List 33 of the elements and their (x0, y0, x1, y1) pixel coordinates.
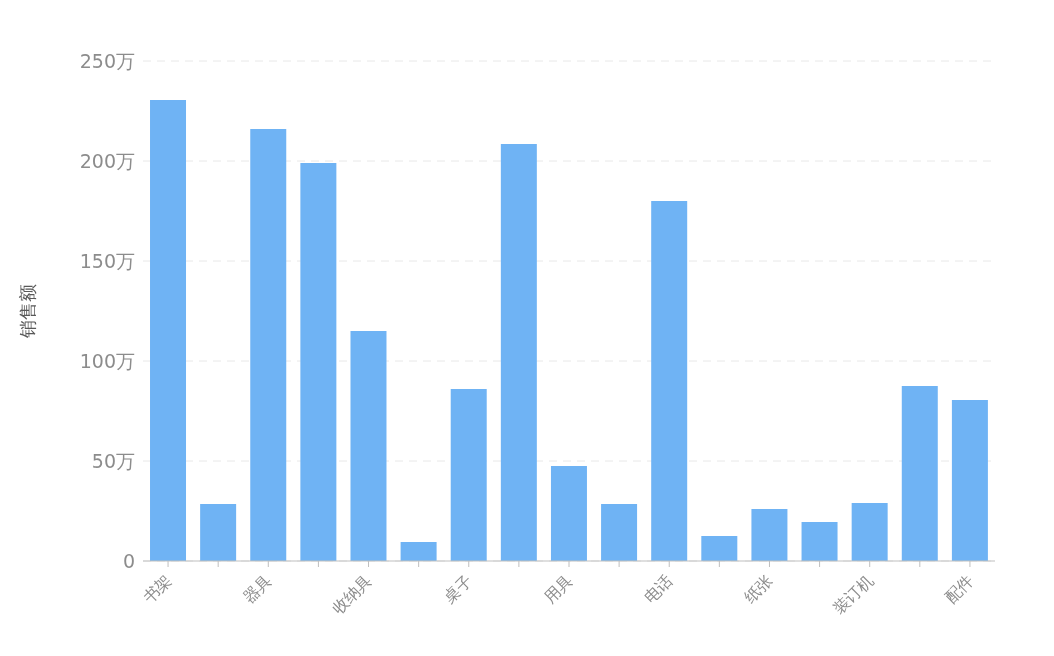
y-tick-label: 50万 (91, 449, 135, 472)
x-tick-label: 桌子 (439, 570, 476, 607)
bar (851, 503, 888, 561)
bar (651, 201, 688, 561)
x-tick-label: 装订机 (829, 570, 877, 619)
bar (350, 331, 387, 561)
x-tick-label: 纸张 (740, 570, 777, 607)
bar (400, 542, 437, 561)
y-tick-label: 250万 (79, 49, 135, 72)
bar (701, 536, 738, 561)
y-tick-label: 150万 (79, 249, 135, 272)
y-axis-title: 销售额 (17, 284, 39, 339)
bar (751, 509, 788, 561)
x-tick-label: 书架 (139, 570, 176, 607)
bar (150, 100, 187, 561)
bar (801, 522, 838, 561)
bar (901, 386, 938, 561)
y-tick-label: 100万 (79, 349, 135, 372)
bar (300, 163, 337, 561)
bar (500, 144, 537, 561)
x-tick-label: 配件 (940, 570, 978, 607)
y-tick-label: 200万 (79, 149, 135, 172)
bar (601, 504, 638, 561)
bar (951, 400, 988, 561)
bar (250, 129, 287, 561)
bar (200, 504, 237, 561)
bar (550, 466, 587, 561)
y-tick-label: 0 (122, 549, 135, 572)
bar (450, 389, 487, 561)
x-tick-label: 用具 (540, 570, 577, 607)
x-tick-label: 收纳具 (328, 570, 376, 619)
x-tick-label: 电话 (640, 570, 677, 607)
x-tick-label: 器具 (239, 570, 276, 607)
